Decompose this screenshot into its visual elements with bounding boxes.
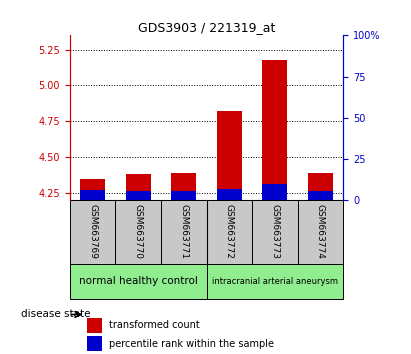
- FancyBboxPatch shape: [252, 200, 298, 264]
- Bar: [308, 173, 333, 200]
- Bar: [126, 191, 151, 200]
- Text: GSM663769: GSM663769: [88, 204, 97, 259]
- Text: GSM663770: GSM663770: [134, 204, 143, 259]
- Title: GDS3903 / 221319_at: GDS3903 / 221319_at: [138, 21, 275, 34]
- Bar: [87, 336, 102, 351]
- Bar: [308, 191, 333, 200]
- FancyBboxPatch shape: [206, 264, 343, 299]
- Bar: [171, 191, 196, 200]
- Bar: [87, 318, 102, 333]
- FancyBboxPatch shape: [115, 200, 161, 264]
- Bar: [262, 183, 287, 200]
- Bar: [80, 190, 105, 200]
- Bar: [171, 173, 196, 200]
- Bar: [80, 178, 105, 200]
- Text: intracranial arterial aneurysm: intracranial arterial aneurysm: [212, 277, 338, 286]
- FancyBboxPatch shape: [70, 264, 206, 299]
- Bar: [217, 189, 242, 200]
- FancyBboxPatch shape: [161, 200, 206, 264]
- FancyBboxPatch shape: [298, 200, 343, 264]
- Bar: [217, 111, 242, 200]
- Text: GSM663772: GSM663772: [225, 204, 234, 259]
- Text: disease state: disease state: [21, 309, 90, 320]
- Text: GSM663774: GSM663774: [316, 204, 325, 259]
- Text: GSM663771: GSM663771: [179, 204, 188, 259]
- Text: percentile rank within the sample: percentile rank within the sample: [109, 338, 274, 349]
- FancyBboxPatch shape: [70, 200, 115, 264]
- Bar: [126, 173, 151, 200]
- Text: GSM663773: GSM663773: [270, 204, 279, 259]
- Text: normal healthy control: normal healthy control: [79, 276, 198, 286]
- Bar: [262, 60, 287, 200]
- Text: transformed count: transformed count: [109, 320, 200, 331]
- FancyBboxPatch shape: [206, 200, 252, 264]
